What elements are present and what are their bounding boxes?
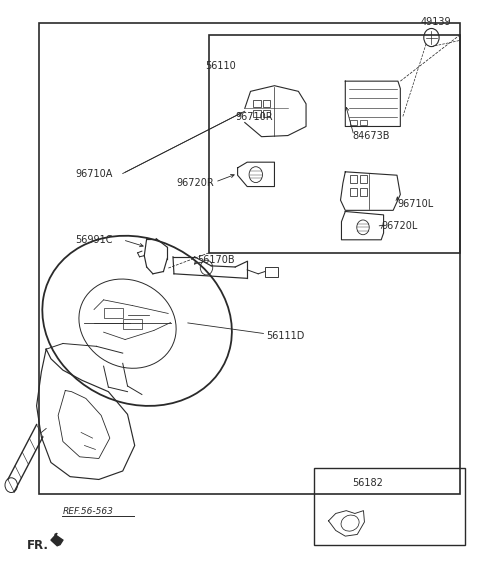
Bar <box>350 187 357 196</box>
Text: 56991C: 56991C <box>75 235 112 245</box>
Bar <box>39 23 460 494</box>
Text: 84673B: 84673B <box>352 131 390 140</box>
Text: 56111D: 56111D <box>266 331 305 341</box>
Bar <box>350 174 357 183</box>
Bar <box>253 101 261 107</box>
Text: 96710R: 96710R <box>235 112 273 122</box>
Bar <box>263 101 270 107</box>
Text: 96720L: 96720L <box>381 221 418 231</box>
Text: 56170B: 56170B <box>197 255 235 265</box>
Bar <box>263 110 270 117</box>
Text: 56182: 56182 <box>352 478 384 488</box>
Bar <box>360 174 367 183</box>
Bar <box>209 35 460 253</box>
Bar <box>104 308 123 318</box>
Bar <box>360 120 367 126</box>
Bar <box>360 187 367 196</box>
Polygon shape <box>51 533 63 546</box>
Text: FR.: FR. <box>27 539 49 552</box>
Text: 96710L: 96710L <box>397 199 433 208</box>
Text: 96710A: 96710A <box>75 169 112 178</box>
Bar <box>350 120 357 126</box>
Bar <box>314 468 465 545</box>
Bar <box>265 267 278 277</box>
Bar <box>253 110 261 117</box>
Text: 56110: 56110 <box>205 61 236 71</box>
Text: 96720R: 96720R <box>176 178 214 188</box>
Text: 49139: 49139 <box>421 17 452 27</box>
Bar <box>123 319 142 329</box>
Text: REF.56-563: REF.56-563 <box>63 507 114 516</box>
